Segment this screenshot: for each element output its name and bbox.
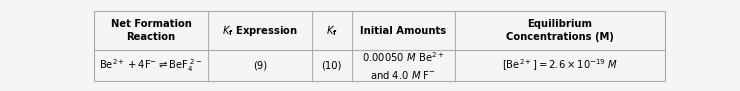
Text: $\mathbf{\mathit{K}_f}$: $\mathbf{\mathit{K}_f}$ (326, 24, 337, 37)
Text: (10): (10) (321, 61, 342, 71)
Text: (9): (9) (253, 61, 267, 71)
Text: $\mathbf{\mathit{K}_f}$ Expression: $\mathbf{\mathit{K}_f}$ Expression (222, 24, 298, 38)
Text: Net Formation
Reaction: Net Formation Reaction (110, 19, 192, 42)
Text: $\mathrm{Be^{2+} + 4F^{-} \rightleftharpoons BeF_4^{\ 2-}}$: $\mathrm{Be^{2+} + 4F^{-} \rightleftharp… (99, 57, 203, 74)
Text: Initial Amounts: Initial Amounts (360, 26, 446, 36)
Text: 0.00050 $\mathit{M}$ Be$^{2+}$
and 4.0 $\mathit{M}$ F$^{-}$: 0.00050 $\mathit{M}$ Be$^{2+}$ and 4.0 $… (362, 50, 445, 81)
Text: Equilibrium
Concentrations (M): Equilibrium Concentrations (M) (506, 19, 614, 42)
Text: $[\mathrm{Be^{2+}}] = 2.6 \times 10^{-19}\ \mathit{M}$: $[\mathrm{Be^{2+}}] = 2.6 \times 10^{-19… (502, 58, 618, 73)
